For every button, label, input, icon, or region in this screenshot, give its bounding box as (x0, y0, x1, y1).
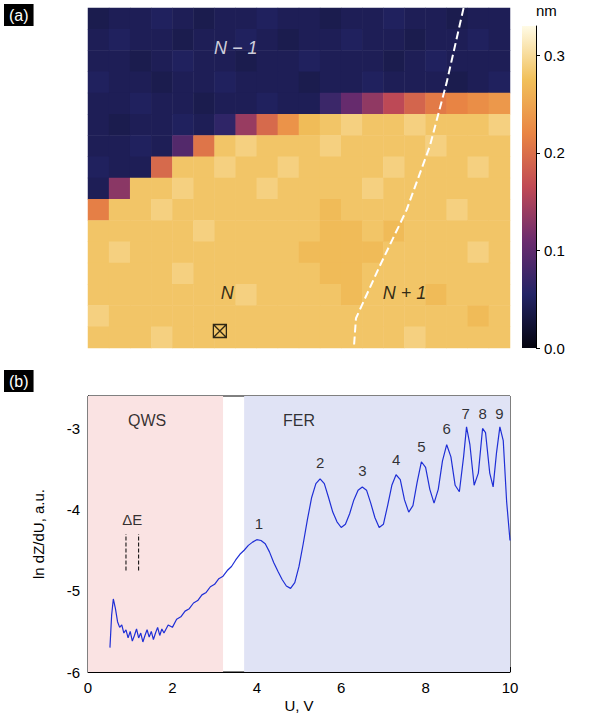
svg-text:-3: -3 (67, 420, 80, 437)
svg-text:(b): (b) (9, 373, 29, 390)
svg-text:9: 9 (495, 405, 503, 422)
svg-text:2: 2 (316, 454, 324, 471)
svg-text:6: 6 (337, 679, 345, 696)
svg-text:ln dZ/dU, a.u.: ln dZ/dU, a.u. (30, 489, 47, 579)
svg-text:-6: -6 (67, 664, 80, 681)
svg-text:2: 2 (168, 679, 176, 696)
svg-text:6: 6 (443, 420, 451, 437)
svg-text:0.1: 0.1 (544, 242, 565, 259)
svg-text:ΔE: ΔE (122, 511, 142, 528)
svg-text:8: 8 (421, 679, 429, 696)
svg-text:U, V: U, V (284, 697, 313, 714)
svg-text:0.2: 0.2 (544, 144, 565, 161)
svg-text:7: 7 (462, 405, 470, 422)
svg-text:0.3: 0.3 (544, 47, 565, 64)
svg-text:-4: -4 (67, 501, 80, 518)
svg-text:1: 1 (255, 515, 263, 532)
svg-text:5: 5 (417, 438, 425, 455)
svg-text:4: 4 (392, 451, 400, 468)
svg-text:-5: -5 (67, 582, 80, 599)
svg-text:FER: FER (283, 412, 315, 429)
svg-text:0: 0 (84, 679, 92, 696)
svg-text:(a): (a) (9, 7, 29, 24)
svg-text:3: 3 (358, 462, 366, 479)
svg-text:N: N (221, 283, 235, 303)
svg-text:N + 1: N + 1 (383, 283, 427, 303)
svg-text:10: 10 (502, 679, 519, 696)
svg-text:nm: nm (536, 2, 557, 19)
svg-text:QWS: QWS (128, 412, 166, 429)
svg-text:8: 8 (478, 405, 486, 422)
svg-text:4: 4 (253, 679, 261, 696)
svg-text:0.0: 0.0 (544, 340, 565, 357)
svg-text:N − 1: N − 1 (214, 38, 258, 58)
